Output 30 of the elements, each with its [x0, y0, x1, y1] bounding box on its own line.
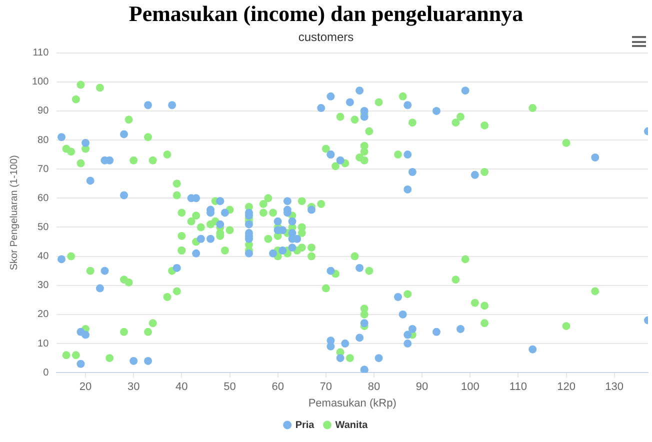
legend-label: Wanita	[335, 420, 368, 431]
y-axis-title: Skor Pengeluaran (1-100)	[8, 155, 20, 270]
y-tick-label: 0	[43, 367, 50, 378]
y-tick-label: 30	[38, 280, 50, 292]
legend-label: Pria	[295, 420, 315, 431]
y-tick-label: 40	[38, 251, 50, 262]
y-tick-label: 60	[38, 192, 50, 204]
x-tick-label: 80	[368, 381, 380, 394]
y-tick-label: 80	[38, 134, 50, 146]
x-tick-label: 40	[176, 381, 188, 394]
y-tick-label: 20	[38, 309, 50, 320]
x-tick-label: 100	[460, 381, 480, 394]
x-tick-label: 60	[272, 381, 284, 394]
x-tick-label: 20	[79, 381, 92, 394]
x-tick-label: 50	[224, 381, 236, 394]
y-tick-label: 100	[32, 76, 50, 88]
x-tick-label: 110	[509, 381, 527, 394]
x-tick-label: 70	[320, 381, 332, 394]
y-tick-label: 50	[38, 222, 50, 233]
chart-title: Pemasukan (income) dan pengeluarannya	[128, 0, 524, 26]
y-tick-label: 110	[32, 48, 50, 59]
y-tick-label: 10	[38, 338, 50, 350]
x-tick-label: 120	[557, 381, 576, 394]
x-axis-title: Pemasukan (kRp)	[308, 397, 396, 410]
chart-subtitle: customers	[298, 30, 354, 44]
x-tick-label: 130	[605, 381, 624, 394]
x-tick-label: 90	[416, 381, 428, 394]
y-tick-label: 90	[38, 106, 50, 117]
x-tick-label: 30	[127, 381, 140, 394]
y-tick-label: 70	[38, 164, 50, 175]
